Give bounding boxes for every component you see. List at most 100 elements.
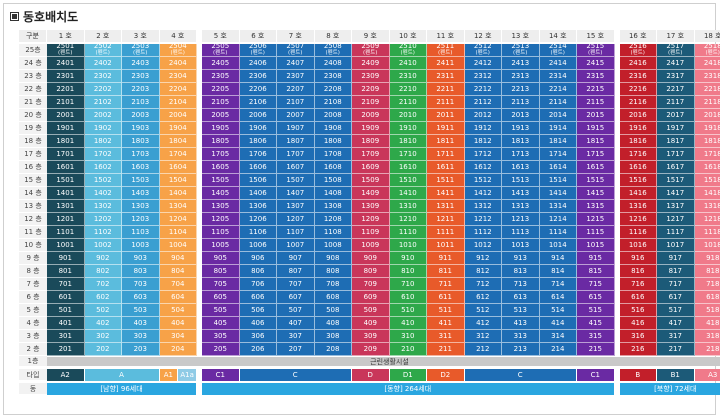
- unit-cell[interactable]: 1002: [84, 239, 122, 252]
- unit-cell[interactable]: 2304: [159, 70, 197, 83]
- unit-cell[interactable]: 1512: [464, 174, 502, 187]
- unit-cell[interactable]: 1804: [159, 135, 197, 148]
- unit-cell[interactable]: 409: [352, 317, 390, 330]
- unit-cell[interactable]: 2208: [314, 83, 352, 96]
- unit-cell[interactable]: 2112: [464, 96, 502, 109]
- unit-cell[interactable]: 917: [657, 252, 695, 265]
- unit-cell[interactable]: 605: [202, 291, 240, 304]
- unit-cell[interactable]: 1203: [122, 213, 160, 226]
- unit-cell[interactable]: 1717: [657, 148, 695, 161]
- unit-cell[interactable]: 1112: [464, 226, 502, 239]
- unit-cell[interactable]: 1806: [239, 135, 277, 148]
- unit-cell[interactable]: 1215: [577, 213, 615, 226]
- unit-cell[interactable]: 2501 (펜트): [47, 44, 85, 57]
- unit-cell[interactable]: 706: [239, 278, 277, 291]
- unit-cell[interactable]: 201: [47, 343, 85, 356]
- unit-cell[interactable]: 316: [619, 330, 657, 343]
- unit-cell[interactable]: 412: [464, 317, 502, 330]
- unit-cell[interactable]: 918: [694, 252, 720, 265]
- unit-cell[interactable]: 2513 (펜트): [502, 44, 540, 57]
- unit-cell[interactable]: 406: [239, 317, 277, 330]
- unit-cell[interactable]: 1309: [352, 200, 390, 213]
- unit-cell[interactable]: 2418: [694, 57, 720, 70]
- unit-cell[interactable]: 608: [314, 291, 352, 304]
- unit-cell[interactable]: 2514 (펜트): [539, 44, 577, 57]
- unit-cell[interactable]: 209: [352, 343, 390, 356]
- unit-cell[interactable]: 2302: [84, 70, 122, 83]
- unit-cell[interactable]: 2411: [427, 57, 465, 70]
- unit-cell[interactable]: 1704: [159, 148, 197, 161]
- unit-cell[interactable]: 912: [464, 252, 502, 265]
- unit-cell[interactable]: 2407: [277, 57, 315, 70]
- unit-cell[interactable]: 1011: [427, 239, 465, 252]
- unit-cell[interactable]: 1101: [47, 226, 85, 239]
- unit-cell[interactable]: 1709: [352, 148, 390, 161]
- unit-cell[interactable]: 313: [502, 330, 540, 343]
- unit-cell[interactable]: 2013: [502, 109, 540, 122]
- unit-cell[interactable]: 1108: [314, 226, 352, 239]
- unit-cell[interactable]: 602: [84, 291, 122, 304]
- unit-cell[interactable]: 318: [694, 330, 720, 343]
- unit-cell[interactable]: 215: [577, 343, 615, 356]
- unit-cell[interactable]: 1413: [502, 187, 540, 200]
- unit-cell[interactable]: 205: [202, 343, 240, 356]
- unit-cell[interactable]: 2408: [314, 57, 352, 70]
- unit-cell[interactable]: 211: [427, 343, 465, 356]
- unit-cell[interactable]: 2417: [657, 57, 695, 70]
- unit-cell[interactable]: 1508: [314, 174, 352, 187]
- unit-cell[interactable]: 1610: [389, 161, 427, 174]
- unit-cell[interactable]: 716: [619, 278, 657, 291]
- unit-cell[interactable]: 615: [577, 291, 615, 304]
- unit-cell[interactable]: 901: [47, 252, 85, 265]
- unit-cell[interactable]: 309: [352, 330, 390, 343]
- unit-cell[interactable]: 1105: [202, 226, 240, 239]
- unit-cell[interactable]: 915: [577, 252, 615, 265]
- unit-cell[interactable]: 1102: [84, 226, 122, 239]
- unit-cell[interactable]: 1414: [539, 187, 577, 200]
- unit-cell[interactable]: 1406: [239, 187, 277, 200]
- unit-cell[interactable]: 1618: [694, 161, 720, 174]
- unit-cell[interactable]: 2504 (펜트): [159, 44, 197, 57]
- unit-cell[interactable]: 604: [159, 291, 197, 304]
- unit-cell[interactable]: 2303: [122, 70, 160, 83]
- unit-cell[interactable]: 513: [502, 304, 540, 317]
- unit-cell[interactable]: 1211: [427, 213, 465, 226]
- unit-cell[interactable]: 204: [159, 343, 197, 356]
- unit-cell[interactable]: 206: [239, 343, 277, 356]
- unit-cell[interactable]: 1004: [159, 239, 197, 252]
- unit-cell[interactable]: 903: [122, 252, 160, 265]
- unit-cell[interactable]: 1506: [239, 174, 277, 187]
- unit-cell[interactable]: 710: [389, 278, 427, 291]
- unit-cell[interactable]: 1301: [47, 200, 85, 213]
- unit-cell[interactable]: 617: [657, 291, 695, 304]
- unit-cell[interactable]: 1801: [47, 135, 85, 148]
- unit-cell[interactable]: 1001: [47, 239, 85, 252]
- unit-cell[interactable]: 1003: [122, 239, 160, 252]
- unit-cell[interactable]: 1707: [277, 148, 315, 161]
- unit-cell[interactable]: 1906: [239, 122, 277, 135]
- unit-cell[interactable]: 1703: [122, 148, 160, 161]
- unit-cell[interactable]: 1314: [539, 200, 577, 213]
- unit-cell[interactable]: 2115: [577, 96, 615, 109]
- unit-cell[interactable]: 1915: [577, 122, 615, 135]
- unit-cell[interactable]: 414: [539, 317, 577, 330]
- unit-cell[interactable]: 908: [314, 252, 352, 265]
- unit-cell[interactable]: 812: [464, 265, 502, 278]
- unit-cell[interactable]: 1016: [619, 239, 657, 252]
- unit-cell[interactable]: 2105: [202, 96, 240, 109]
- unit-cell[interactable]: 2116: [619, 96, 657, 109]
- unit-cell[interactable]: 1510: [389, 174, 427, 187]
- unit-cell[interactable]: 1409: [352, 187, 390, 200]
- unit-cell[interactable]: 913: [502, 252, 540, 265]
- unit-cell[interactable]: 1815: [577, 135, 615, 148]
- unit-cell[interactable]: 504: [159, 304, 197, 317]
- unit-cell[interactable]: 214: [539, 343, 577, 356]
- unit-cell[interactable]: 1306: [239, 200, 277, 213]
- unit-cell[interactable]: 1008: [314, 239, 352, 252]
- unit-cell[interactable]: 2512 (펜트): [464, 44, 502, 57]
- unit-cell[interactable]: 1809: [352, 135, 390, 148]
- unit-cell[interactable]: 1612: [464, 161, 502, 174]
- unit-cell[interactable]: 1608: [314, 161, 352, 174]
- unit-cell[interactable]: 902: [84, 252, 122, 265]
- unit-cell[interactable]: 2218: [694, 83, 720, 96]
